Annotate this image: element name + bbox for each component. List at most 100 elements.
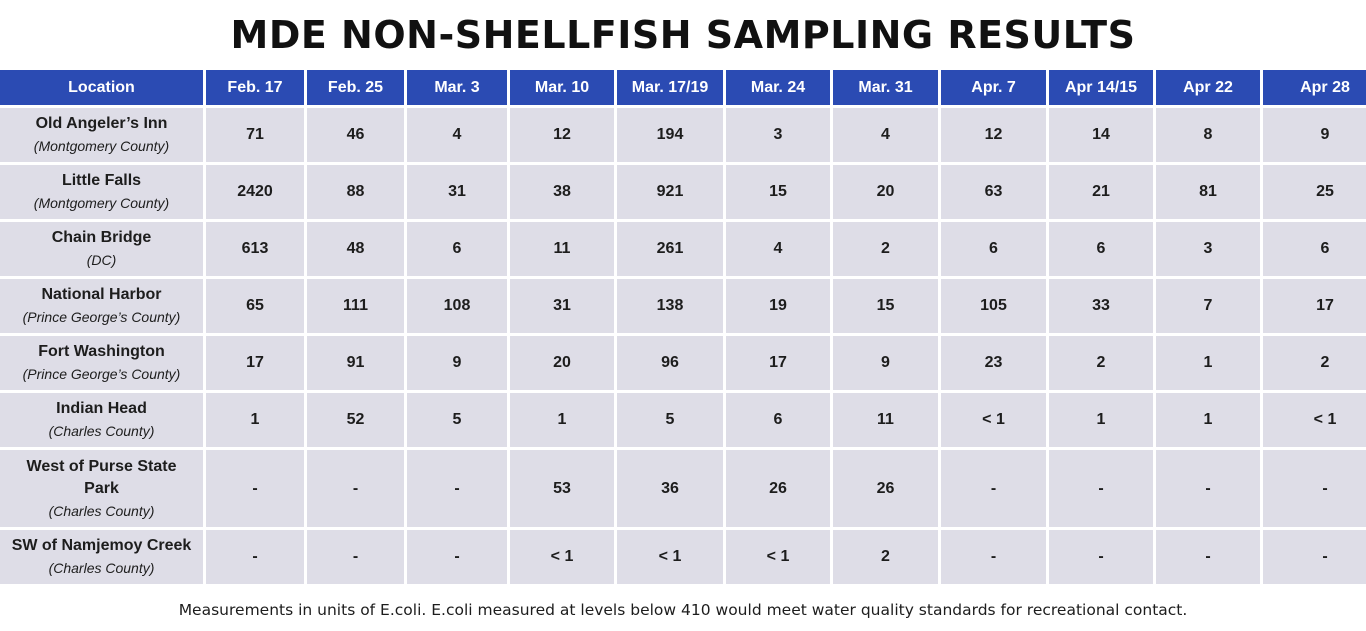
measurement-cell: 26	[833, 450, 938, 527]
measurement-cell: 20	[833, 165, 938, 219]
measurement-cell: 6	[1263, 222, 1366, 276]
measurement-cell: -	[206, 450, 304, 527]
measurement-cell: 261	[617, 222, 723, 276]
footnote: Measurements in units of E.coli. E.coli …	[178, 601, 1188, 619]
measurement-cell: 9	[407, 336, 507, 390]
location-cell: Old Angeler’s Inn (Montgomery County)	[0, 108, 203, 162]
location-name: Indian Head	[56, 400, 147, 417]
measurement-cell: 2	[1049, 336, 1153, 390]
measurement-cell: 11	[510, 222, 614, 276]
measurement-cell: -	[1263, 450, 1366, 527]
measurement-cell: 46	[307, 108, 404, 162]
measurement-cell: 31	[407, 165, 507, 219]
measurement-cell: 9	[1263, 108, 1366, 162]
column-header-date: Mar. 24	[726, 70, 830, 105]
column-header-date: Mar. 10	[510, 70, 614, 105]
measurement-cell: 3	[726, 108, 830, 162]
measurement-cell: -	[1156, 530, 1260, 584]
location-cell: West of Purse State Park (Charles County)	[0, 450, 203, 527]
measurement-cell: 6	[407, 222, 507, 276]
measurement-cell: 12	[510, 108, 614, 162]
location-cell: Fort Washington (Prince George’s County)	[0, 336, 203, 390]
measurement-cell: 1	[510, 393, 614, 447]
measurement-cell: 111	[307, 279, 404, 333]
measurement-cell: 52	[307, 393, 404, 447]
measurement-cell: -	[1049, 450, 1153, 527]
measurement-cell: 21	[1049, 165, 1153, 219]
location-name: Chain Bridge	[51, 229, 152, 246]
measurement-cell: 4	[726, 222, 830, 276]
column-header-date: Apr 22	[1156, 70, 1260, 105]
page-title: MDE NON-SHELLFISH SAMPLING RESULTS	[230, 13, 1136, 57]
location-name: Fort Washington	[38, 343, 165, 360]
measurement-cell: 38	[510, 165, 614, 219]
location-name: West of Purse State Park	[26, 457, 177, 497]
measurement-cell: 11	[833, 393, 938, 447]
location-county: (Prince George’s County)	[22, 366, 181, 382]
measurement-cell: 19	[726, 279, 830, 333]
column-header-date: Apr 14/15	[1049, 70, 1153, 105]
column-header-date: Mar. 3	[407, 70, 507, 105]
measurement-cell: 1	[206, 393, 304, 447]
measurement-cell: 2420	[206, 165, 304, 219]
location-county: (Charles County)	[48, 423, 155, 439]
location-county: (DC)	[86, 252, 117, 268]
column-header-date: Mar. 17/19	[617, 70, 723, 105]
measurement-cell: 17	[1263, 279, 1366, 333]
measurement-cell: 53	[510, 450, 614, 527]
measurement-cell: 194	[617, 108, 723, 162]
location-county: (Montgomery County)	[33, 138, 170, 154]
measurement-cell: 33	[1049, 279, 1153, 333]
measurement-cell: -	[206, 530, 304, 584]
location-cell: Little Falls (Montgomery County)	[0, 165, 203, 219]
measurement-cell: 20	[510, 336, 614, 390]
location-cell: SW of Namjemoy Creek (Charles County)	[0, 530, 203, 584]
location-county: (Montgomery County)	[33, 195, 170, 211]
location-county: (Charles County)	[48, 560, 155, 576]
measurement-cell: 7	[1156, 279, 1260, 333]
measurement-cell: -	[941, 450, 1046, 527]
measurement-cell: 17	[726, 336, 830, 390]
measurement-cell: 26	[726, 450, 830, 527]
measurement-cell: 91	[307, 336, 404, 390]
measurement-cell: -	[407, 530, 507, 584]
location-county: (Prince George’s County)	[22, 309, 181, 325]
measurement-cell: 15	[833, 279, 938, 333]
measurement-cell: 108	[407, 279, 507, 333]
measurement-cell: 15	[726, 165, 830, 219]
location-name: National Harbor	[41, 286, 162, 303]
measurement-cell: 5	[617, 393, 723, 447]
measurement-cell: < 1	[726, 530, 830, 584]
measurement-cell: 9	[833, 336, 938, 390]
measurement-cell: < 1	[941, 393, 1046, 447]
column-header-date: Feb. 17	[206, 70, 304, 105]
measurement-cell: 48	[307, 222, 404, 276]
measurement-cell: 36	[617, 450, 723, 527]
measurement-cell: 17	[206, 336, 304, 390]
measurement-cell: 81	[1156, 165, 1260, 219]
measurement-cell: -	[307, 530, 404, 584]
column-header-location: Location	[0, 70, 203, 105]
measurement-cell: 1	[1156, 336, 1260, 390]
measurement-cell: 5	[407, 393, 507, 447]
measurement-cell: -	[407, 450, 507, 527]
location-county: (Charles County)	[48, 502, 155, 519]
column-header-date: Feb. 25	[307, 70, 404, 105]
location-name: SW of Namjemoy Creek	[11, 537, 192, 554]
measurement-cell: 921	[617, 165, 723, 219]
measurement-cell: -	[941, 530, 1046, 584]
column-header-date: Mar. 31	[833, 70, 938, 105]
measurement-cell: < 1	[617, 530, 723, 584]
measurement-cell: 71	[206, 108, 304, 162]
measurement-cell: 6	[941, 222, 1046, 276]
measurement-cell: 1	[1156, 393, 1260, 447]
measurement-cell: 4	[833, 108, 938, 162]
location-name: Old Angeler’s Inn	[35, 115, 168, 132]
column-header-date: Apr. 7	[941, 70, 1046, 105]
measurement-cell: 14	[1049, 108, 1153, 162]
measurement-cell: 96	[617, 336, 723, 390]
measurement-cell: 8	[1156, 108, 1260, 162]
column-header-date: Apr 28	[1263, 70, 1366, 105]
measurement-cell: 613	[206, 222, 304, 276]
measurement-cell: 23	[941, 336, 1046, 390]
